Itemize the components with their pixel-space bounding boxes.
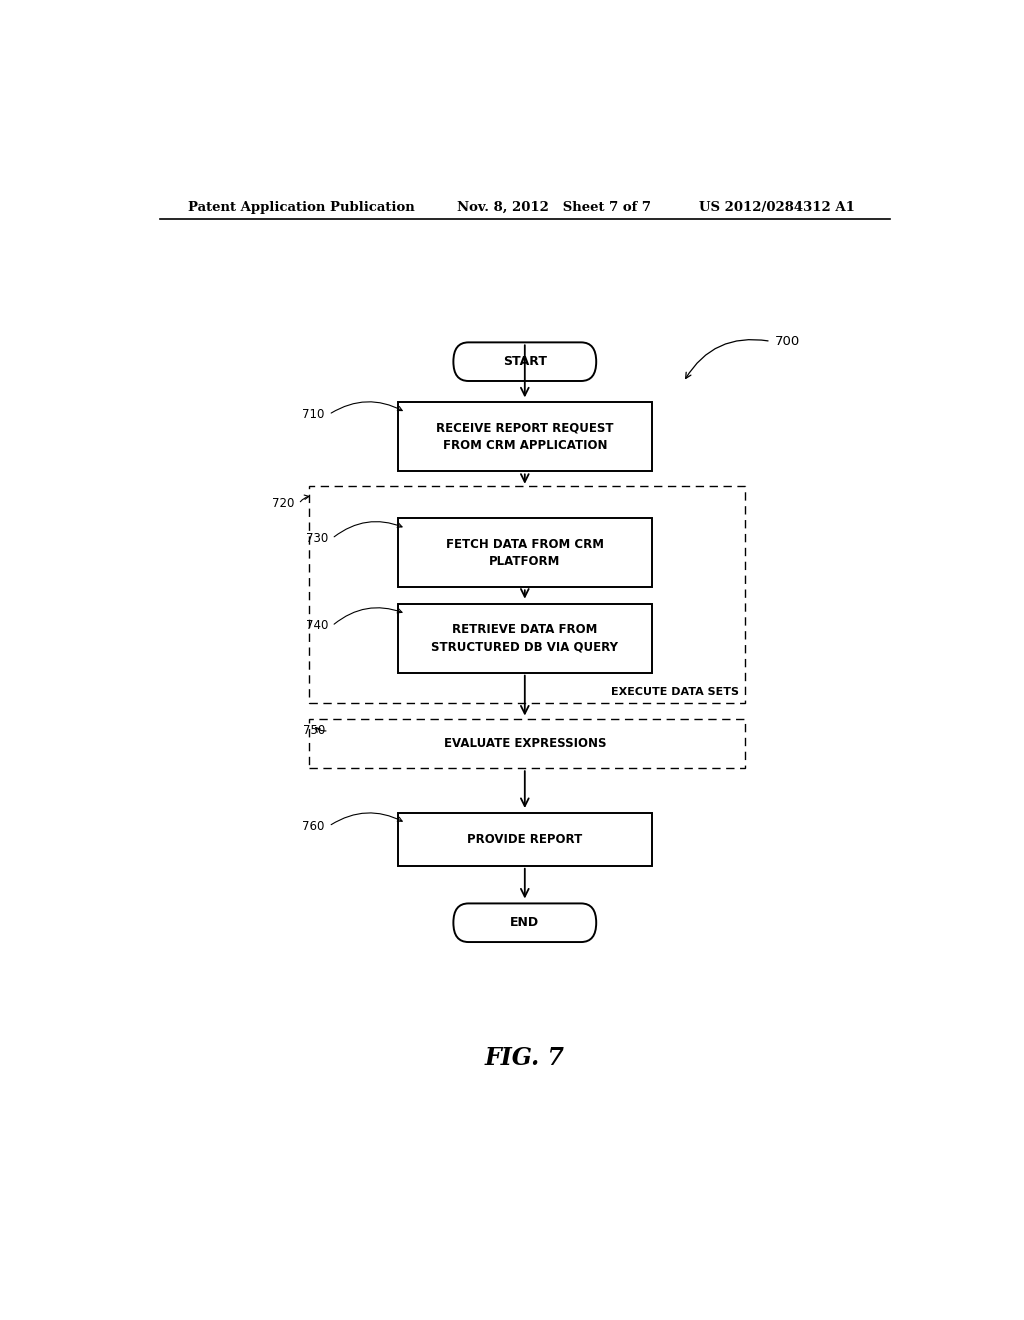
Text: EXECUTE DATA SETS: EXECUTE DATA SETS [611,688,739,697]
Text: US 2012/0284312 A1: US 2012/0284312 A1 [699,201,855,214]
Bar [397,813,651,866]
Text: Nov. 8, 2012   Sheet 7 of 7: Nov. 8, 2012 Sheet 7 of 7 [458,201,651,214]
Text: 730: 730 [306,532,328,545]
Text: 740: 740 [305,619,328,632]
Text: RECEIVE REPORT REQUEST
FROM CRM APPLICATION: RECEIVE REPORT REQUEST FROM CRM APPLICAT… [436,422,613,451]
Text: END: END [510,916,540,929]
Text: 750: 750 [302,725,325,737]
Bar [397,603,651,673]
Text: 760: 760 [302,820,325,833]
Text: 720: 720 [272,498,295,511]
FancyBboxPatch shape [454,342,596,381]
Text: EVALUATE EXPRESSIONS: EVALUATE EXPRESSIONS [443,738,606,750]
Text: 710: 710 [302,408,325,421]
Bar [309,486,745,704]
Text: FIG. 7: FIG. 7 [484,1045,565,1071]
Bar [397,403,651,471]
Text: START: START [503,355,547,368]
Text: 700: 700 [775,335,800,348]
Text: PROVIDE REPORT: PROVIDE REPORT [467,833,583,846]
Text: FETCH DATA FROM CRM
PLATFORM: FETCH DATA FROM CRM PLATFORM [445,537,604,568]
Text: Patent Application Publication: Patent Application Publication [187,201,415,214]
Bar [309,719,745,768]
Text: RETRIEVE DATA FROM
STRUCTURED DB VIA QUERY: RETRIEVE DATA FROM STRUCTURED DB VIA QUE… [431,623,618,653]
Bar [397,519,651,587]
FancyBboxPatch shape [454,903,596,942]
